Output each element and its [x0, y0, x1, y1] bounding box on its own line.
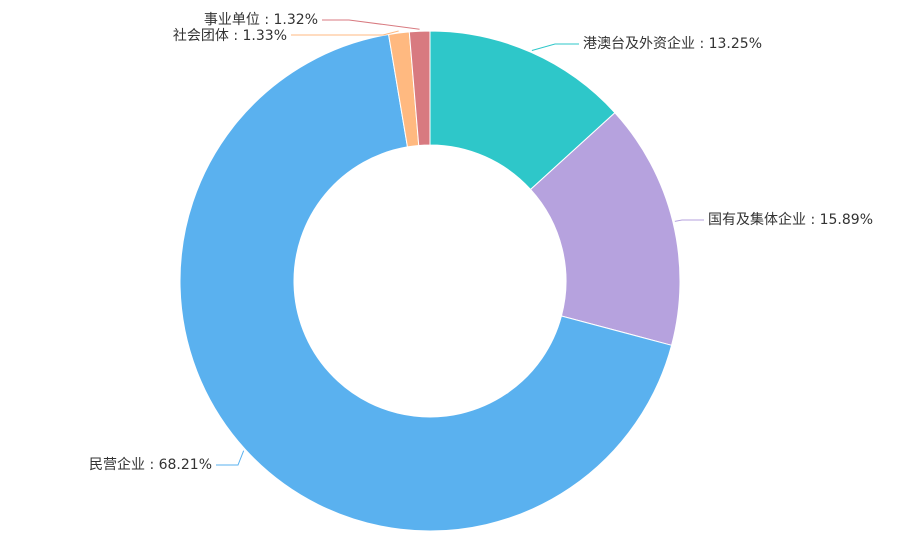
slice-2	[179, 33, 673, 532]
leader-line-1	[674, 219, 704, 222]
slice-label-1: 国有及集体企业 : 15.89%	[708, 211, 873, 228]
leader-line-4	[322, 19, 420, 30]
slice-label-3: 社会团体 : 1.33%	[173, 28, 287, 44]
slice-label-0: 港澳台及外资企业 : 13.25%	[583, 35, 762, 52]
chart-slice-labels: 港澳台及外资企业 : 13.25% 国有及集体企业 : 15.89% 民营企业 …	[89, 12, 873, 473]
slice-1	[529, 112, 681, 346]
slice-4	[408, 30, 431, 147]
slice-label-4: 事业单位 : 1.32%	[204, 12, 318, 28]
leader-line-2	[216, 450, 245, 466]
chart-slices	[179, 30, 681, 532]
leader-line-0	[531, 43, 579, 52]
slice-label-2: 民营企业 : 68.21%	[89, 456, 212, 473]
chart-leader-lines	[216, 19, 704, 466]
leader-line-3	[291, 30, 399, 36]
